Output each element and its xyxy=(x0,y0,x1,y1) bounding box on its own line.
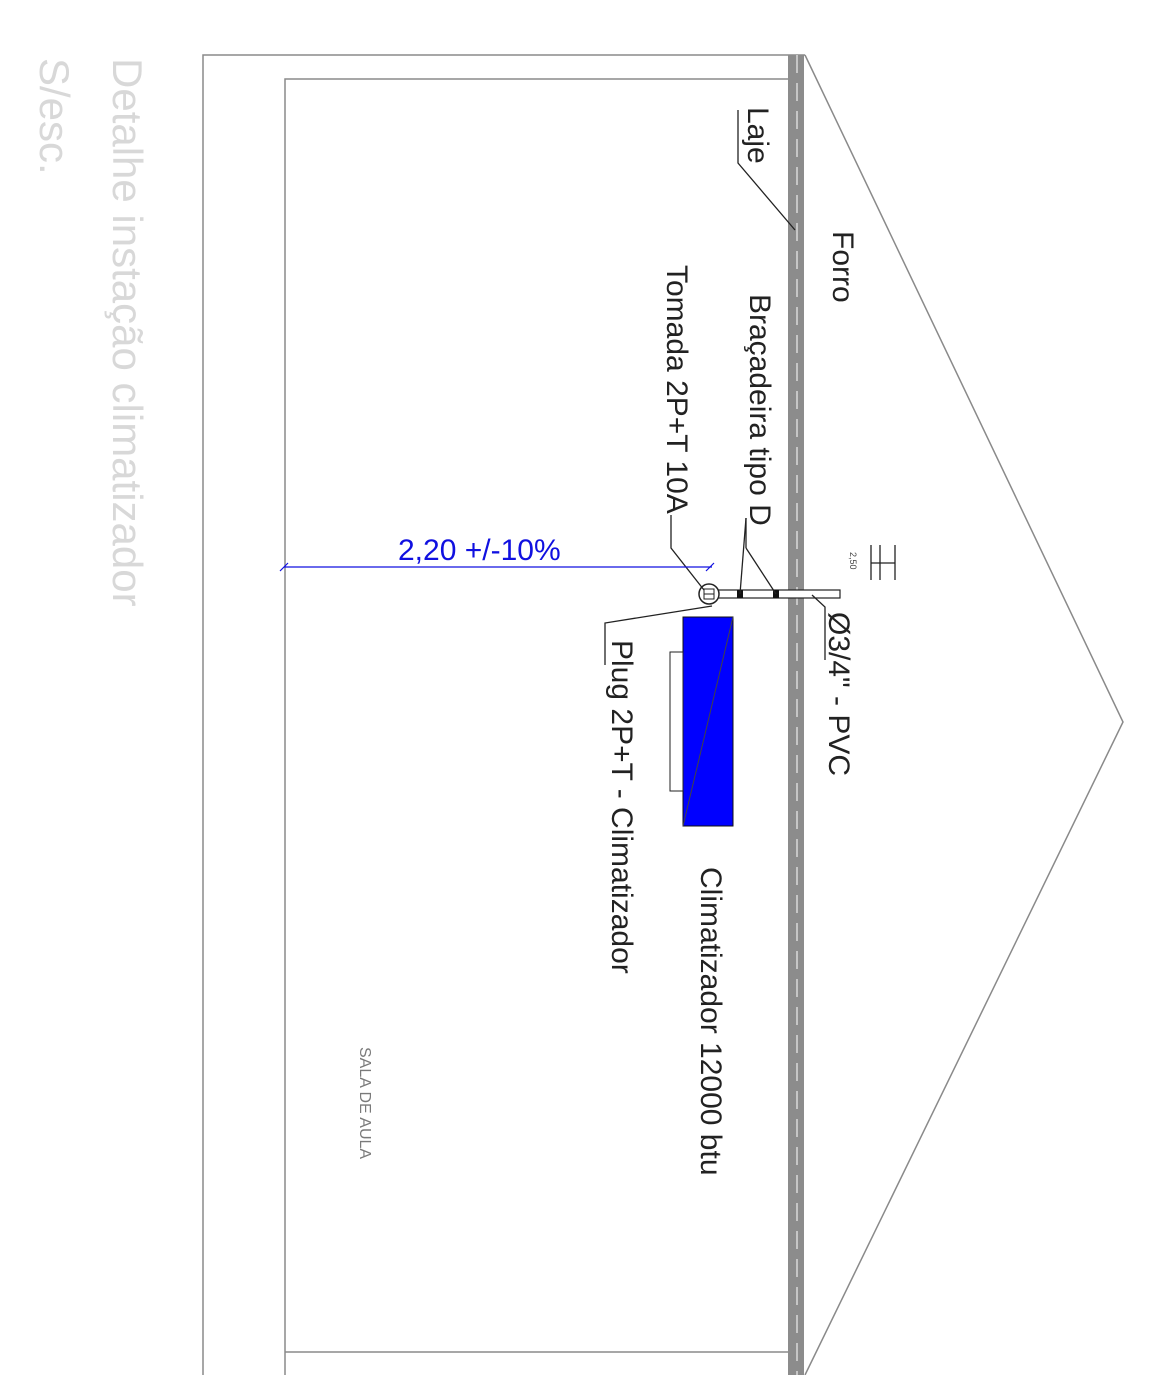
climatizador-unit xyxy=(669,616,734,827)
leader-lines xyxy=(604,110,826,665)
conduit-leader xyxy=(811,594,826,660)
dimension-label: 2,20 +/-10% xyxy=(398,534,561,567)
slab xyxy=(788,55,804,1375)
laje-leader xyxy=(737,110,796,231)
tomada-label: Tomada 2P+T 10A xyxy=(660,265,693,514)
title-line2: S/esc. xyxy=(31,58,78,175)
plug-leader xyxy=(604,605,713,665)
unit-side-panel xyxy=(669,651,684,792)
climatizador-label: Climatizador 12000 btu xyxy=(694,867,727,1176)
slab-band xyxy=(788,55,804,1375)
annotations: Laje Forro Braçadeira tipo D Tomada 2P+T… xyxy=(356,107,859,1176)
height-dimension: 2,20 +/-10% xyxy=(279,534,715,572)
bracadeira-leader-2 xyxy=(745,547,777,595)
forro-label: Forro xyxy=(826,231,859,303)
outer-wall xyxy=(202,54,805,1375)
inner-wall xyxy=(284,78,790,1375)
room-label: SALA DE AULA xyxy=(356,1047,373,1159)
level-mark: 2,50 xyxy=(848,545,896,580)
roof-outline xyxy=(804,54,1124,1375)
title-line1: Detalhe instação climatizador xyxy=(104,58,151,607)
unit-diagonal xyxy=(682,616,734,827)
plug-label: Plug 2P+T - Climatizador xyxy=(605,640,638,974)
bracadeira-leader xyxy=(739,517,747,595)
laje-label: Laje xyxy=(741,107,774,164)
room-outline xyxy=(202,54,1124,1375)
dimension-tick-left xyxy=(279,562,289,572)
bracadeira-label: Braçadeira tipo D xyxy=(743,294,776,526)
dimension-tick-right xyxy=(705,562,715,572)
level-mark-value: 2,50 xyxy=(848,552,858,570)
conduit-label: Ø3/4" - PVC xyxy=(822,612,855,776)
drawing-title: Detalhe instação climatizador S/esc. xyxy=(31,58,151,607)
tomada-leader xyxy=(670,515,705,591)
